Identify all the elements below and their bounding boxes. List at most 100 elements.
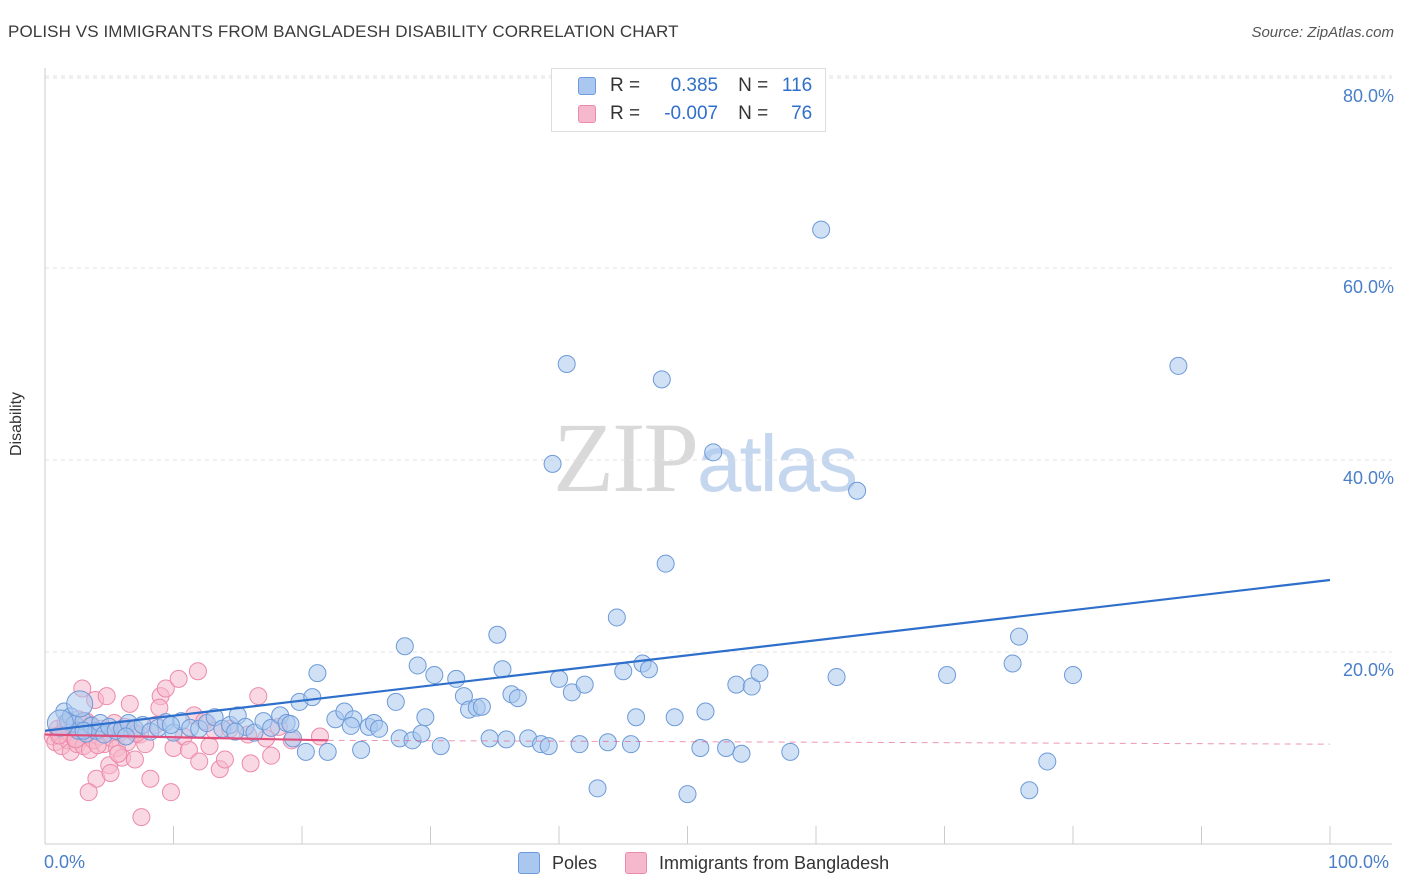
poles-point — [550, 669, 568, 688]
bangladesh-point — [125, 750, 144, 769]
poles-point — [508, 689, 527, 708]
poles-point — [827, 667, 846, 686]
bangladesh-point — [109, 744, 128, 763]
poles-point — [727, 675, 746, 694]
watermark: ZIPatlas — [553, 400, 858, 515]
poles-point — [812, 220, 831, 239]
source-credit: Source: ZipAtlas.com — [1251, 24, 1394, 41]
poles-point — [296, 742, 315, 761]
bangladesh-point — [132, 808, 151, 827]
poles-point — [575, 675, 594, 694]
poles-point — [588, 779, 607, 798]
poles-point — [488, 625, 507, 644]
poles-point — [652, 370, 671, 389]
poles-point — [639, 660, 658, 679]
poles-r-label: R = — [610, 75, 641, 96]
bangladesh-point — [188, 662, 207, 681]
bangladesh-legend-icon — [625, 852, 648, 874]
poles-point — [395, 637, 414, 656]
poles-point — [447, 669, 466, 688]
bangladesh-point — [262, 746, 281, 765]
poles-point — [938, 666, 957, 685]
legend-label-poles: Poles — [552, 852, 598, 873]
bangladesh-point — [249, 687, 268, 706]
poles-point — [303, 688, 322, 707]
poles-point — [416, 708, 435, 727]
poles-point — [1020, 781, 1039, 800]
poles-point — [1064, 666, 1082, 685]
poles-point — [341, 716, 360, 735]
poles-r-value: 0.385 — [670, 75, 719, 96]
bangladesh-point — [97, 687, 116, 706]
chart-title: POLISH VS IMMIGRANTS FROM BANGLADESH DIS… — [8, 22, 679, 41]
poles-point — [281, 715, 300, 733]
bangladesh-point — [190, 752, 209, 771]
bangladesh-point — [156, 679, 175, 698]
y-tick-label-60: 60.0% — [1342, 277, 1394, 297]
bangladesh-point — [101, 763, 120, 782]
poles-point — [704, 443, 723, 462]
poles-point — [431, 737, 450, 756]
y-tick-label-40: 40.0% — [1342, 468, 1394, 488]
poles-point — [46, 709, 74, 737]
poles-point — [539, 737, 558, 756]
poles-point — [598, 733, 617, 752]
poles-point — [742, 677, 761, 696]
poles-point — [557, 355, 576, 373]
poles-point — [1169, 356, 1188, 375]
poles-point — [696, 702, 715, 721]
bangladesh-n-label: N = — [738, 103, 769, 124]
bangladesh-point — [169, 669, 188, 688]
bangladesh-r-value: -0.007 — [664, 103, 719, 124]
poles-point — [781, 742, 800, 761]
poles-point — [66, 690, 94, 718]
poles-point — [717, 739, 736, 757]
legend-row-bangladesh: R = -0.007 N = 76 — [578, 101, 812, 127]
poles-point — [1010, 627, 1029, 646]
poles-point — [472, 697, 491, 716]
bangladesh-point — [215, 750, 234, 769]
poles-point — [678, 785, 697, 804]
bangladesh-trend-line — [44, 733, 328, 742]
poles-point — [665, 708, 684, 727]
poles-point — [161, 715, 180, 734]
poles-legend-icon — [518, 852, 540, 874]
bangladesh-point — [161, 783, 180, 802]
poles-point — [627, 708, 646, 727]
poles-point — [352, 740, 371, 759]
bangladesh-n-value: 76 — [791, 103, 813, 124]
bangladesh-point — [79, 783, 98, 802]
legend-row-poles: R = 0.385 N = 116 — [578, 73, 812, 99]
poles-point — [497, 730, 516, 749]
bangladesh-point — [120, 694, 139, 713]
legend-label-bangladesh: Immigrants from Bangladesh — [659, 852, 890, 873]
poles-point — [425, 666, 444, 685]
poles-swatch-icon — [578, 77, 596, 95]
poles-point — [480, 729, 499, 748]
poles-point — [493, 660, 512, 679]
poles-point — [370, 719, 389, 738]
poles-n-value: 116 — [781, 75, 813, 96]
watermark-zip: ZIP — [553, 402, 699, 513]
poles-point — [318, 742, 337, 761]
bangladesh-point — [179, 740, 198, 759]
poles-point — [621, 735, 640, 754]
poles-point — [386, 692, 405, 711]
bangladesh-trend-extension — [327, 739, 1331, 745]
bangladesh-point — [241, 754, 260, 773]
bangladesh-point — [141, 769, 160, 788]
stats-legend: R = 0.385 N = 116 R = -0.007 N = 76 — [551, 68, 826, 132]
y-axis-label: Disability — [8, 391, 25, 456]
series-legend: Poles Immigrants from Bangladesh — [518, 852, 917, 874]
poles-point — [543, 454, 562, 473]
poles-point — [308, 664, 327, 683]
poles-point — [408, 656, 427, 675]
poles-trend-line — [44, 578, 1331, 732]
watermark-atlas: atlas — [697, 419, 858, 508]
y-tick-label-80: 80.0% — [1342, 86, 1394, 106]
poles-point — [691, 739, 710, 757]
poles-point — [412, 724, 431, 743]
poles-point — [570, 735, 589, 754]
poles-point — [750, 664, 769, 683]
